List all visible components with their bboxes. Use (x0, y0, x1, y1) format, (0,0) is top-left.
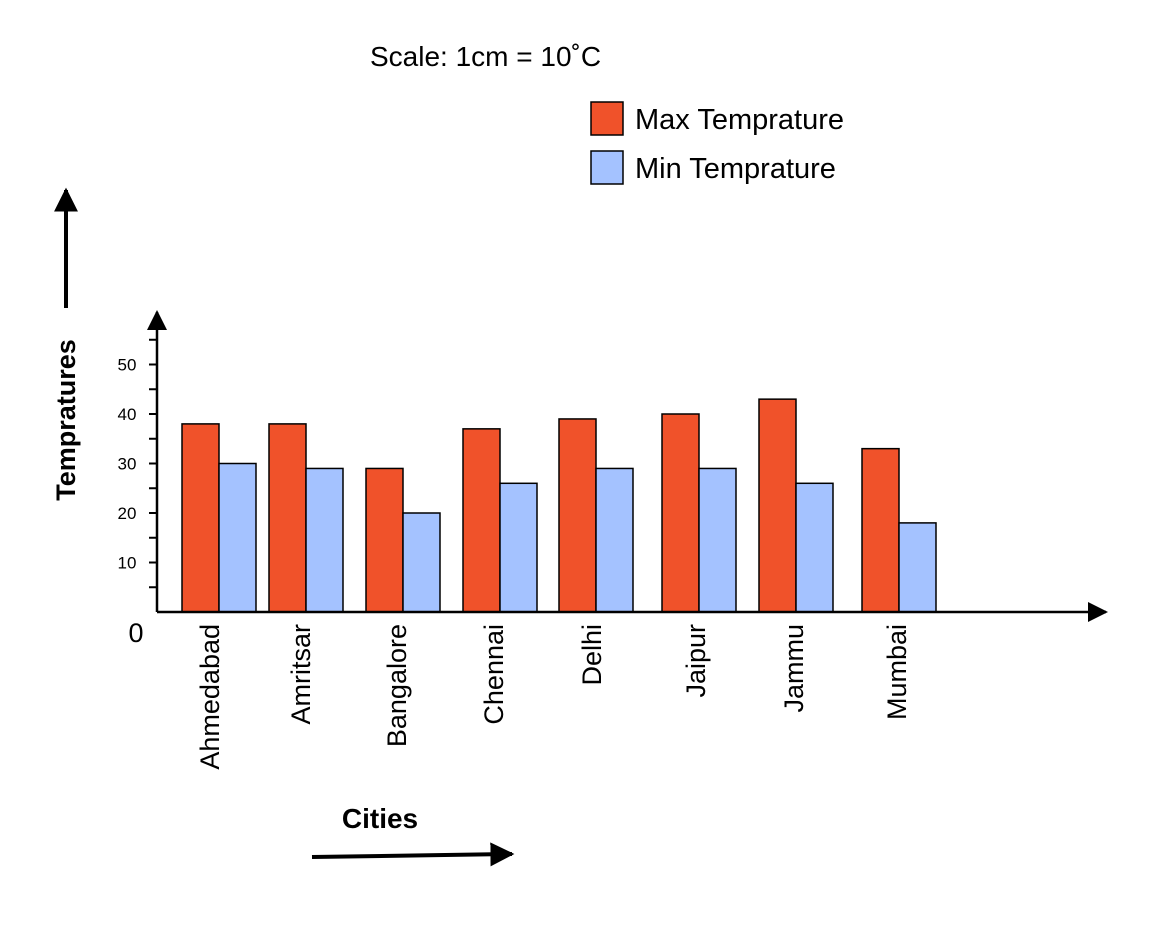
legend-label-min: Min Temprature (635, 153, 836, 185)
x-tick-label-amritsar: Amritsar (286, 624, 316, 725)
x-tick-label-jammu: Jammu (779, 624, 809, 713)
x-tick-label-bangalore: Bangalore (382, 624, 412, 747)
y-tick-label-10: 10 (118, 554, 137, 573)
y-axis-label: Tempratures (51, 339, 81, 501)
max-bar-mumbai (861, 447, 900, 613)
max-bar-chennai (462, 428, 501, 613)
bars-group (181, 398, 937, 613)
y-tick-label-30: 30 (118, 455, 137, 474)
x-tick-label-chennai: Chennai (479, 624, 509, 725)
x-tick-label-delhi: Delhi (577, 624, 607, 686)
x-label-arrow (311, 842, 515, 867)
y-tick-label-50: 50 (118, 356, 137, 375)
x-labels-group: Ahmedabad Amritsar Bangalore Chennai Delhi Ja… (195, 624, 912, 770)
y-ticks-group: 10 20 30 40 50 (118, 338, 157, 589)
y-tick-label-20: 20 (118, 504, 137, 523)
origin-label: 0 (128, 618, 143, 648)
legend-label-max: Max Temprature (635, 104, 844, 136)
scale-note: Scale: 1cm = 10˚C (370, 41, 601, 72)
y-tick-label-40: 40 (118, 405, 137, 424)
legend-swatch-min (590, 150, 624, 185)
min-bar-amritsar (305, 467, 344, 613)
x-tick-label-jaipur: Jaipur (681, 624, 711, 698)
max-bar-jammu (758, 398, 797, 613)
x-tick-label-mumbai: Mumbai (882, 624, 912, 720)
min-bar-bangalore (402, 512, 441, 613)
min-bar-ahmedabad (218, 462, 257, 613)
min-bar-jammu (795, 482, 834, 613)
max-bar-jaipur (661, 413, 700, 613)
max-bar-ahmedabad (181, 423, 220, 613)
min-bar-mumbai (898, 522, 937, 613)
max-bar-bangalore (365, 467, 404, 613)
max-bar-amritsar (268, 423, 307, 613)
min-bar-jaipur (698, 467, 737, 613)
legend-swatch-max (590, 101, 624, 136)
max-bar-delhi (558, 418, 597, 613)
legend: Max Temprature Min Temprature (590, 101, 844, 185)
x-tick-label-ahmedabad: Ahmedabad (195, 624, 225, 770)
min-bar-delhi (595, 467, 634, 613)
min-bar-chennai (499, 482, 538, 613)
x-axis-label: Cities (342, 803, 418, 834)
